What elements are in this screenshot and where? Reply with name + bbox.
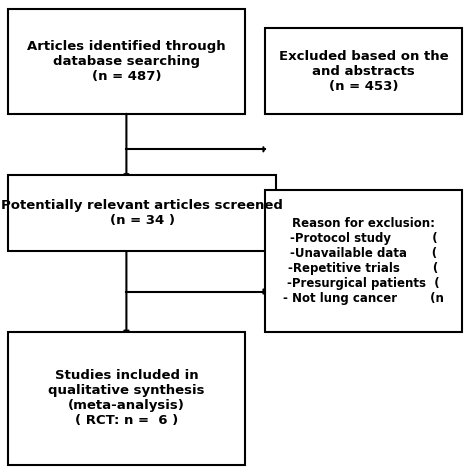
Text: Potentially relevant articles screened
(n = 34 ): Potentially relevant articles screened (… (1, 199, 283, 228)
Text: Articles identified through
database searching
(n = 487): Articles identified through database sea… (27, 40, 226, 83)
Text: Studies included in
qualitative synthesis
(meta-analysis)
( RCT: n =  6 ): Studies included in qualitative synthesi… (48, 369, 205, 427)
Text: Reason for exclusion:
-Protocol study          (
-Unavailable data      (
-Repet: Reason for exclusion: -Protocol study ( … (283, 217, 444, 305)
Bar (8, 332, 245, 465)
Bar (264, 190, 462, 332)
Bar (8, 9, 245, 114)
Bar (264, 28, 462, 114)
Bar (8, 175, 276, 251)
Text: Excluded based on the
and abstracts
(n = 453): Excluded based on the and abstracts (n =… (279, 50, 448, 92)
